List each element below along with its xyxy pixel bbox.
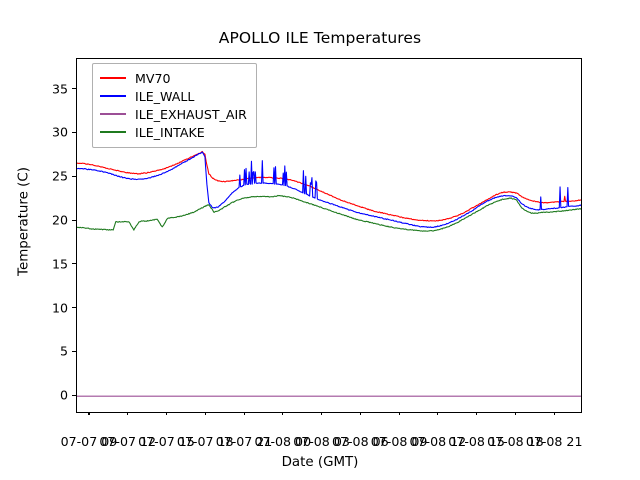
y-tick-mark	[72, 175, 76, 177]
legend-color-swatch	[100, 77, 126, 79]
x-tick-label: 07-07 09	[60, 434, 118, 449]
x-tick-mark	[321, 411, 323, 415]
y-tick-label: 20	[51, 212, 68, 228]
y-tick-label: 30	[51, 124, 68, 140]
y-tick-mark	[72, 394, 76, 396]
x-tick-mark	[127, 411, 129, 415]
chart-title: APOLLO ILE Temperatures	[218, 29, 422, 47]
x-tick-label: 07-07 21	[215, 434, 273, 449]
y-tick-mark	[72, 219, 76, 221]
x-tick-label: 07-08 00	[254, 434, 312, 449]
y-tick-mark	[72, 88, 76, 90]
x-axis-label: Date (GMT)	[281, 455, 359, 470]
legend-item: MV70	[100, 69, 247, 87]
x-tick-mark	[165, 411, 168, 415]
x-tick-mark	[88, 411, 90, 415]
legend-item: ILE_WALL	[100, 87, 247, 105]
series-line-ile_wall	[77, 151, 581, 229]
legend-label: MV70	[135, 70, 171, 86]
x-tick-mark	[476, 411, 478, 415]
y-axis-tick-labels: 0 5 10 15 20 25 30 35	[8, 0, 68, 480]
chart-legend: MV70 ILE_WALL ILE_EXHAUST_AIR ILE_INTAKE	[92, 63, 257, 148]
x-tick-mark	[282, 411, 284, 415]
x-tick-mark	[204, 411, 206, 415]
y-tick-label: 0	[59, 387, 68, 403]
legend-label: ILE_EXHAUST_AIR	[135, 106, 247, 122]
legend-label: ILE_INTAKE	[135, 124, 205, 140]
y-tick-label: 10	[51, 300, 68, 316]
x-tick-label: 07-08 03	[293, 434, 350, 449]
legend-color-swatch	[100, 131, 126, 133]
y-tick-label: 35	[51, 81, 68, 97]
x-tick-label: 07-07 15	[138, 434, 195, 449]
x-tick-mark	[437, 411, 439, 415]
legend-item: ILE_EXHAUST_AIR	[100, 105, 247, 123]
x-tick-label: 07-08 09	[370, 434, 428, 449]
legend-color-swatch	[100, 113, 126, 115]
x-tick-mark	[514, 411, 516, 415]
y-tick-label: 5	[59, 343, 68, 359]
series-line-ile_intake	[77, 194, 581, 232]
x-tick-label: 07-08 12	[409, 434, 467, 449]
y-tick-label: 15	[51, 256, 68, 272]
y-tick-label: 25	[51, 168, 68, 184]
x-tick-mark	[553, 411, 555, 415]
x-tick-label: 07-07 12	[99, 434, 156, 449]
y-tick-mark	[72, 263, 76, 265]
x-tick-mark	[359, 411, 361, 415]
x-tick-label: 07-08 21	[525, 434, 583, 449]
x-tick-mark	[398, 411, 400, 415]
x-tick-label: 07-08 06	[331, 434, 389, 449]
y-tick-mark	[72, 350, 76, 353]
series-canvas	[77, 150, 581, 397]
x-tick-label: 07-08 15	[448, 434, 505, 449]
legend-item: ILE_INTAKE	[100, 123, 247, 141]
x-tick-mark	[243, 411, 245, 415]
x-tick-label: 07-08 18	[487, 434, 544, 449]
series-line-mv70	[77, 150, 581, 222]
y-tick-mark	[72, 307, 76, 309]
legend-label: ILE_WALL	[135, 88, 195, 104]
legend-color-swatch	[100, 95, 126, 97]
x-tick-label: 07-07 18	[176, 434, 234, 449]
y-tick-mark	[72, 131, 76, 134]
